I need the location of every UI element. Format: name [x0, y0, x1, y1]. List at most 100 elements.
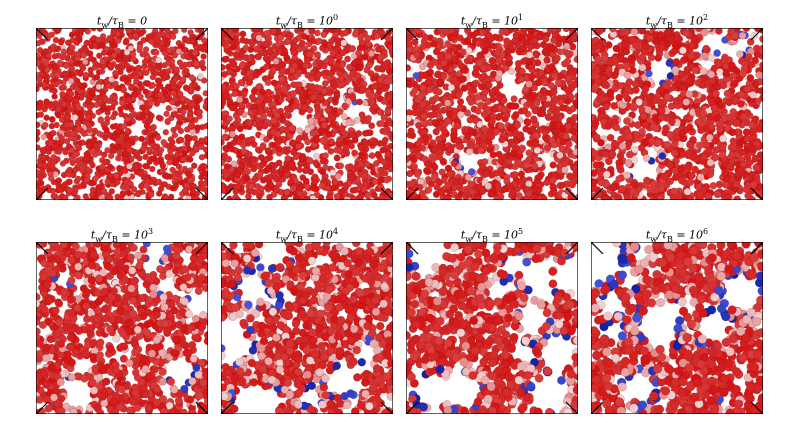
particle: [89, 148, 96, 156]
particle: [558, 181, 566, 190]
particle: [47, 140, 54, 147]
particle: [424, 78, 432, 86]
particle: [139, 51, 146, 58]
particle: [463, 109, 472, 117]
particle: [432, 128, 440, 136]
particle: [116, 64, 124, 72]
particle: [192, 145, 200, 153]
particle: [282, 165, 290, 173]
particle: [176, 59, 184, 66]
particle: [432, 48, 441, 56]
particle: [250, 103, 258, 111]
particle: [89, 89, 96, 97]
particle: [138, 188, 146, 195]
particle: [245, 193, 252, 200]
particle: [370, 191, 378, 199]
particle: [275, 145, 283, 153]
particle: [377, 54, 385, 62]
particle: [122, 39, 130, 46]
particle: [50, 153, 57, 161]
particle: [488, 117, 496, 125]
particle: [495, 112, 504, 121]
particle: [320, 31, 328, 39]
particle: [102, 96, 109, 103]
particle: [114, 37, 122, 45]
particle: [272, 57, 280, 65]
particle-canvas: [591, 28, 763, 200]
particle: [224, 47, 232, 55]
particle: [274, 138, 282, 146]
particle: [464, 132, 472, 140]
particle: [264, 79, 272, 86]
particle: [195, 109, 203, 116]
particle: [290, 48, 298, 56]
particle: [453, 121, 461, 130]
particle: [533, 146, 541, 155]
particle: [304, 146, 312, 153]
particle: [288, 161, 296, 169]
particle: [489, 95, 497, 103]
particle: [126, 102, 134, 109]
particle: [173, 66, 180, 73]
particle: [313, 152, 320, 160]
particle: [221, 70, 228, 78]
particle: [221, 133, 229, 141]
particle: [439, 106, 448, 115]
particle: [47, 170, 54, 178]
particle: [477, 146, 485, 155]
particle: [525, 149, 533, 157]
particle: [146, 158, 153, 166]
particle: [361, 53, 369, 61]
particle: [108, 188, 116, 195]
particle: [310, 184, 318, 192]
panel-title-3: tw/τB = 101: [460, 13, 524, 30]
particle: [534, 59, 542, 67]
particle: [110, 29, 117, 36]
particle: [36, 169, 41, 176]
particle: [185, 195, 192, 200]
particle: [329, 121, 336, 129]
particle: [161, 45, 168, 52]
particle: [91, 136, 98, 143]
particle: [166, 159, 173, 166]
particle: [147, 191, 155, 198]
particle: [554, 78, 563, 87]
particle: [336, 108, 344, 115]
particle: [535, 173, 544, 182]
particle: [130, 185, 138, 193]
particle: [411, 109, 419, 117]
particle: [236, 96, 244, 104]
particle: [322, 163, 330, 171]
particle: [245, 79, 253, 86]
particle: [36, 47, 44, 54]
particle: [548, 62, 556, 71]
particle: [138, 84, 145, 91]
particle: [296, 60, 304, 67]
particle: [150, 123, 157, 131]
particle: [379, 146, 387, 154]
particle: [188, 87, 195, 94]
particle: [559, 104, 567, 112]
particle: [107, 152, 115, 160]
particle: [269, 66, 277, 74]
particle: [39, 154, 47, 161]
particle: [500, 96, 508, 105]
particle: [186, 156, 194, 163]
particle: [327, 70, 335, 78]
particle: [562, 28, 570, 33]
particle: [530, 116, 538, 124]
particle: [40, 133, 47, 141]
particle: [124, 62, 131, 70]
particle: [223, 163, 231, 170]
particle: [104, 115, 111, 123]
particle: [198, 143, 205, 151]
particle: [436, 53, 445, 61]
particle: [226, 195, 233, 200]
particle: [426, 85, 434, 94]
particle: [86, 103, 94, 111]
particle: [172, 182, 180, 189]
particle: [320, 122, 328, 129]
particle-box-2: [221, 28, 393, 200]
particle: [299, 155, 307, 163]
particle: [110, 134, 117, 141]
